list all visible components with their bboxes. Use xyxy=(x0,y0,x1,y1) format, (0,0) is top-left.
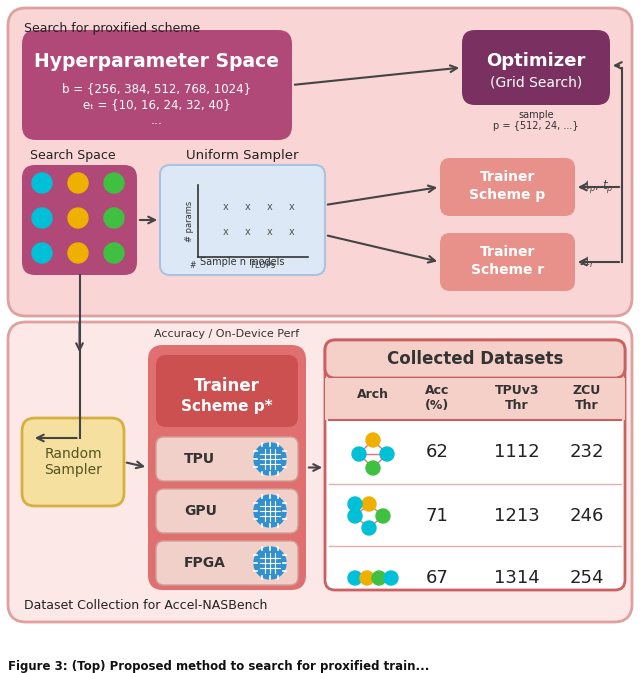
Text: Trainer: Trainer xyxy=(480,245,535,259)
Text: x: x xyxy=(267,202,273,212)
Circle shape xyxy=(348,571,362,585)
Text: TPU: TPU xyxy=(184,452,215,466)
Text: Scheme p*: Scheme p* xyxy=(181,399,273,414)
Text: 232: 232 xyxy=(570,443,604,461)
FancyBboxPatch shape xyxy=(8,322,632,622)
FancyBboxPatch shape xyxy=(22,165,137,275)
Circle shape xyxy=(32,243,52,263)
Text: Hyperparameter Space: Hyperparameter Space xyxy=(35,52,280,71)
Circle shape xyxy=(104,243,124,263)
Text: Uniform Sampler: Uniform Sampler xyxy=(186,149,299,162)
Text: x: x xyxy=(267,227,273,237)
Text: 71: 71 xyxy=(426,507,449,525)
Text: Arch: Arch xyxy=(357,388,389,401)
FancyBboxPatch shape xyxy=(148,345,306,590)
Text: eₜ = {10, 16, 24, 32, 40}: eₜ = {10, 16, 24, 32, 40} xyxy=(83,98,231,111)
Circle shape xyxy=(68,243,88,263)
FancyBboxPatch shape xyxy=(440,158,575,216)
Circle shape xyxy=(366,433,380,447)
Circle shape xyxy=(348,497,362,511)
Circle shape xyxy=(384,571,398,585)
Circle shape xyxy=(372,571,386,585)
Circle shape xyxy=(254,443,286,475)
FancyBboxPatch shape xyxy=(160,165,325,275)
Circle shape xyxy=(68,208,88,228)
Text: Search Space: Search Space xyxy=(30,149,116,162)
Circle shape xyxy=(360,571,374,585)
Text: x: x xyxy=(223,202,229,212)
Text: (Grid Search): (Grid Search) xyxy=(490,76,582,90)
FancyBboxPatch shape xyxy=(325,378,625,420)
Text: FPGA: FPGA xyxy=(184,556,226,570)
Text: Figure 3: (Top) Proposed method to search for proxified train...: Figure 3: (Top) Proposed method to searc… xyxy=(8,660,429,673)
Text: $\mathcal{A}_p$, $t_p$: $\mathcal{A}_p$, $t_p$ xyxy=(579,178,614,195)
Text: Sample n models: Sample n models xyxy=(200,257,285,267)
Text: 254: 254 xyxy=(570,569,604,587)
Text: Collected Datasets: Collected Datasets xyxy=(387,350,563,368)
Text: 1112: 1112 xyxy=(494,443,540,461)
Circle shape xyxy=(352,447,366,461)
Text: # params: # params xyxy=(185,201,194,242)
FancyBboxPatch shape xyxy=(156,489,298,533)
Circle shape xyxy=(32,173,52,193)
Text: FLOPs: FLOPs xyxy=(250,261,276,270)
Circle shape xyxy=(362,521,376,535)
Circle shape xyxy=(254,495,286,527)
FancyBboxPatch shape xyxy=(462,30,610,105)
Text: 62: 62 xyxy=(426,443,449,461)
Text: x: x xyxy=(289,227,295,237)
Circle shape xyxy=(376,509,390,523)
Text: 1213: 1213 xyxy=(494,507,540,525)
Text: Scheme r: Scheme r xyxy=(471,263,544,277)
Circle shape xyxy=(362,497,376,511)
Text: Trainer: Trainer xyxy=(480,170,535,184)
Text: Random
Sampler: Random Sampler xyxy=(44,447,102,477)
Text: 1314: 1314 xyxy=(494,569,540,587)
Text: x: x xyxy=(245,227,251,237)
Circle shape xyxy=(366,461,380,475)
Text: Scheme p: Scheme p xyxy=(469,188,546,202)
Text: ...: ... xyxy=(151,114,163,127)
Circle shape xyxy=(254,547,286,579)
Text: p = {512, 24, ...}: p = {512, 24, ...} xyxy=(493,121,579,131)
Circle shape xyxy=(380,447,394,461)
Circle shape xyxy=(32,208,52,228)
Text: TPUv3
Thr: TPUv3 Thr xyxy=(495,384,540,412)
FancyBboxPatch shape xyxy=(325,340,625,590)
Text: $\mathcal{A}_r$: $\mathcal{A}_r$ xyxy=(579,254,595,270)
FancyBboxPatch shape xyxy=(156,355,298,427)
Text: Acc
(%): Acc (%) xyxy=(425,384,449,412)
Text: Dataset Collection for Accel-NASBench: Dataset Collection for Accel-NASBench xyxy=(24,599,268,612)
Text: GPU: GPU xyxy=(184,504,217,518)
FancyBboxPatch shape xyxy=(22,418,124,506)
Text: ZCU
Thr: ZCU Thr xyxy=(573,384,601,412)
Text: Trainer: Trainer xyxy=(194,377,260,395)
Text: sample: sample xyxy=(518,110,554,120)
FancyBboxPatch shape xyxy=(8,8,632,316)
FancyBboxPatch shape xyxy=(156,541,298,585)
Text: x: x xyxy=(245,202,251,212)
Text: Search for proxified scheme: Search for proxified scheme xyxy=(24,22,200,35)
Text: Accuracy / On-Device Perf: Accuracy / On-Device Perf xyxy=(154,329,300,339)
Text: x: x xyxy=(289,202,295,212)
Text: Optimizer: Optimizer xyxy=(486,52,586,70)
FancyBboxPatch shape xyxy=(440,233,575,291)
FancyBboxPatch shape xyxy=(156,437,298,481)
Text: #: # xyxy=(189,261,196,270)
Circle shape xyxy=(68,173,88,193)
Circle shape xyxy=(104,208,124,228)
Text: 67: 67 xyxy=(426,569,449,587)
Text: x: x xyxy=(223,227,229,237)
FancyBboxPatch shape xyxy=(22,30,292,140)
Text: b = {256, 384, 512, 768, 1024}: b = {256, 384, 512, 768, 1024} xyxy=(63,82,252,95)
Circle shape xyxy=(104,173,124,193)
Circle shape xyxy=(348,509,362,523)
FancyBboxPatch shape xyxy=(325,340,625,378)
Text: 246: 246 xyxy=(570,507,604,525)
